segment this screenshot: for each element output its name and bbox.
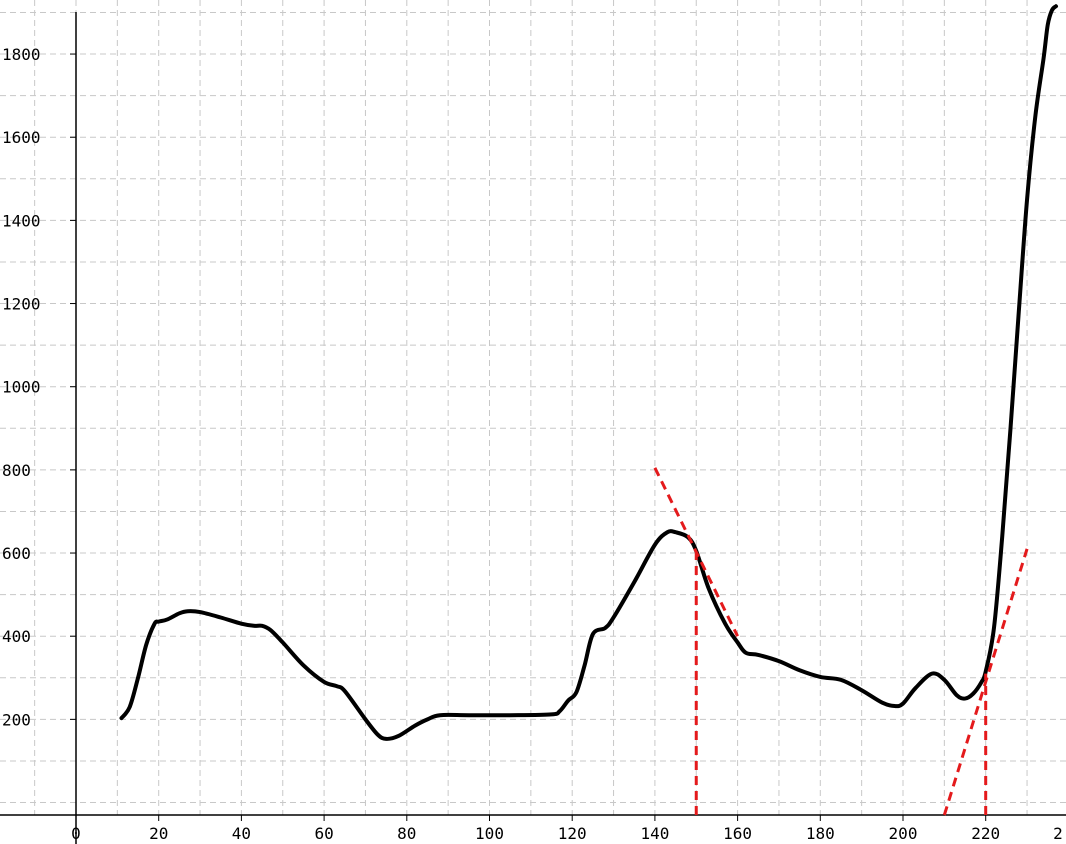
- y-tick-label: 1000: [2, 378, 41, 397]
- series-group: [119, 4, 1058, 816]
- tangent-line-1: [653, 467, 739, 637]
- x-tick-label: 140: [640, 824, 669, 843]
- x-tick-label: 200: [889, 824, 918, 843]
- y-tick-label: 400: [2, 627, 31, 646]
- x-tick-label: 40: [232, 824, 251, 843]
- x-tick-label-edge: 2: [1053, 824, 1063, 843]
- tangent-line-3: [942, 548, 1029, 816]
- y-tick-label: 1400: [2, 211, 41, 230]
- y-tick-label: 800: [2, 461, 31, 480]
- y-tick-label: 600: [2, 544, 31, 563]
- x-tick-label: 100: [475, 824, 504, 843]
- series-line-main: [119, 4, 1058, 741]
- x-tick-label: 160: [723, 824, 752, 843]
- x-tick-label: 180: [806, 824, 835, 843]
- x-tick-label: 80: [397, 824, 416, 843]
- x-tick-label: 0: [71, 824, 81, 843]
- x-tick-label: 60: [314, 824, 333, 843]
- y-tick-label: 200: [2, 710, 31, 729]
- y-tick-label: 1200: [2, 295, 41, 314]
- tick-labels: 0 20 40 60 80 100 120 140 160 180 200 220 2 200 400 600…: [2, 45, 1063, 843]
- y-tick-label: 1800: [2, 45, 41, 64]
- y-tick-label: 1600: [2, 128, 41, 147]
- axes: [0, 12, 1066, 844]
- x-tick-label: 20: [149, 824, 168, 843]
- x-tick-label: 120: [558, 824, 587, 843]
- x-tick-label: 220: [971, 824, 1000, 843]
- grid: [0, 0, 1066, 815]
